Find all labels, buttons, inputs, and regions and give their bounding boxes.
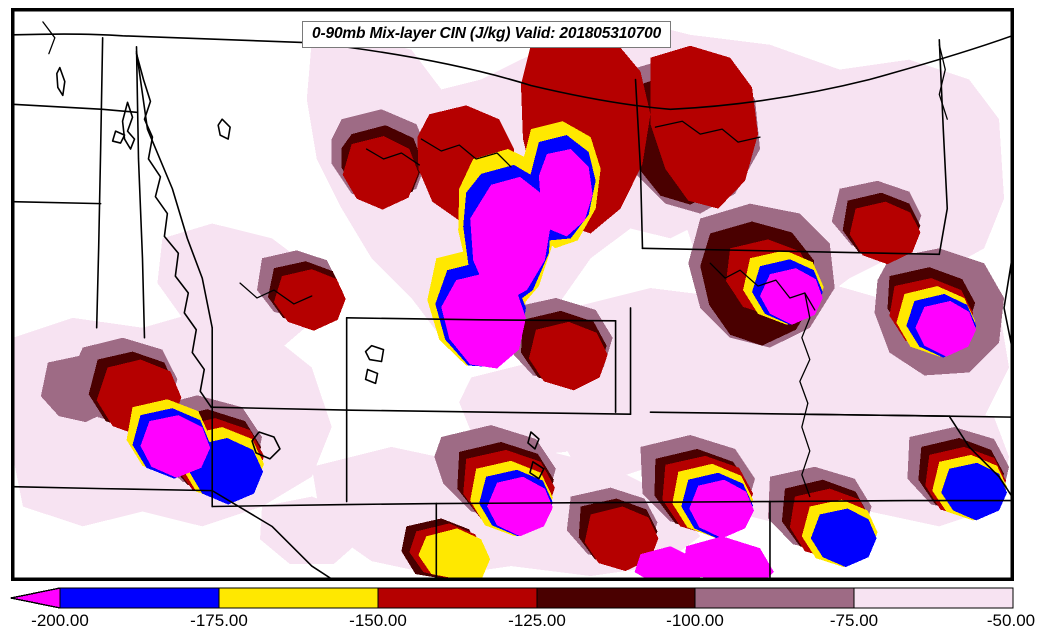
colorbar-tick-label: -100.00 [666,611,724,630]
colorbar-bin-maroon [537,588,695,608]
lake-small-west [56,66,66,97]
colorbar-tick-label: -175.00 [190,611,248,630]
lake-nm-2 [529,461,545,480]
colorbar-bin-blue [60,588,219,608]
lake-bear [111,130,126,144]
state-line-ks-ok [769,499,1012,503]
state-line-ut-az [211,502,438,508]
state-line-id-west [135,45,146,339]
map-boundaries [13,21,1012,579]
map-title-text: 0-90mb Mix-layer CIN (J/kg) Valid: 20180… [312,25,662,42]
colorbar-tick-marks [218,588,855,608]
colorbar[interactable]: -200.00 -175.00 -150.00 -125.00 -100.00 … [0,586,1044,633]
colorbar-swatches[interactable] [0,586,1044,633]
colorbar-bin-mauve [695,588,854,608]
lake-great-salt [251,431,281,460]
map-frame [13,10,1012,579]
colorbar-tick-label: -200.00 [31,611,89,630]
colorbar-tick-label: -50.00 [986,611,1036,630]
lake-utah-small [364,368,379,385]
state-line-id-mt-crest [135,52,213,409]
river-milk [365,148,421,166]
colorbar-bin-pale-pink [854,588,1013,608]
state-line-ca-az [211,489,333,579]
us-canada-border [13,33,1012,111]
lake-nm-1 [527,431,540,450]
lake-upper-id [217,118,231,140]
state-line-nd-sd [641,247,941,256]
river-upper-missouri [420,138,512,168]
river-columbia [42,21,56,55]
river-red-north [938,44,948,120]
map-title-box: 0-90mb Mix-layer CIN (J/kg) Valid: 20180… [302,21,672,48]
state-line-co-nm [435,500,771,505]
colorbar-bin-crimson [378,588,537,608]
colorbar-extend-min-arrow [10,587,61,609]
state-line-ut-wy [345,317,617,322]
colorbar-tick-label: -75.00 [829,611,879,630]
state-line-mt-nd [634,78,644,250]
map-panel[interactable]: 0-90mb Mix-layer CIN (J/kg) Valid: 20180… [11,8,1014,581]
state-line-ia-border [1003,257,1012,349]
state-line-nv-ca [13,485,213,492]
colorbar-tick-label: -125.00 [508,611,566,630]
state-line-or-id [95,37,104,329]
colorbar-bin-yellow [219,588,378,608]
cin-contour-map [13,10,1012,579]
state-line-mo-river [948,415,1012,498]
river-snake [239,282,313,305]
colorbar-tick-label: -150.00 [349,611,407,630]
lake-yellowstone [364,344,385,363]
state-line-nv-or [13,200,102,205]
state-line-mt-wy [210,406,632,415]
river-missouri [654,120,816,498]
lake-pend-oreille [121,101,136,150]
